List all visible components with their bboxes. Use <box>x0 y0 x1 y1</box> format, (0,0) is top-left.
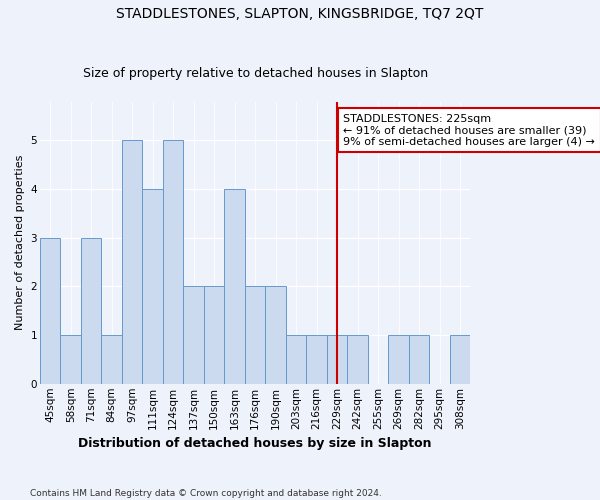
Bar <box>450 335 470 384</box>
Bar <box>81 238 101 384</box>
Bar <box>388 335 409 384</box>
Bar <box>101 335 122 384</box>
Text: Contains HM Land Registry data © Crown copyright and database right 2024.: Contains HM Land Registry data © Crown c… <box>30 488 382 498</box>
Title: Size of property relative to detached houses in Slapton: Size of property relative to detached ho… <box>83 66 428 80</box>
Bar <box>409 335 430 384</box>
Text: STADDLESTONES: 225sqm
← 91% of detached houses are smaller (39)
9% of semi-detac: STADDLESTONES: 225sqm ← 91% of detached … <box>343 114 595 147</box>
Bar <box>224 189 245 384</box>
Bar <box>307 335 327 384</box>
Bar <box>184 286 204 384</box>
Bar <box>347 335 368 384</box>
Bar <box>122 140 142 384</box>
Bar <box>61 335 81 384</box>
Bar <box>163 140 184 384</box>
X-axis label: Distribution of detached houses by size in Slapton: Distribution of detached houses by size … <box>79 437 432 450</box>
Bar <box>40 238 61 384</box>
Bar <box>286 335 307 384</box>
Bar <box>142 189 163 384</box>
Y-axis label: Number of detached properties: Number of detached properties <box>15 155 25 330</box>
Bar <box>204 286 224 384</box>
Bar <box>327 335 347 384</box>
Bar <box>265 286 286 384</box>
Text: STADDLESTONES, SLAPTON, KINGSBRIDGE, TQ7 2QT: STADDLESTONES, SLAPTON, KINGSBRIDGE, TQ7… <box>116 8 484 22</box>
Bar <box>245 286 265 384</box>
